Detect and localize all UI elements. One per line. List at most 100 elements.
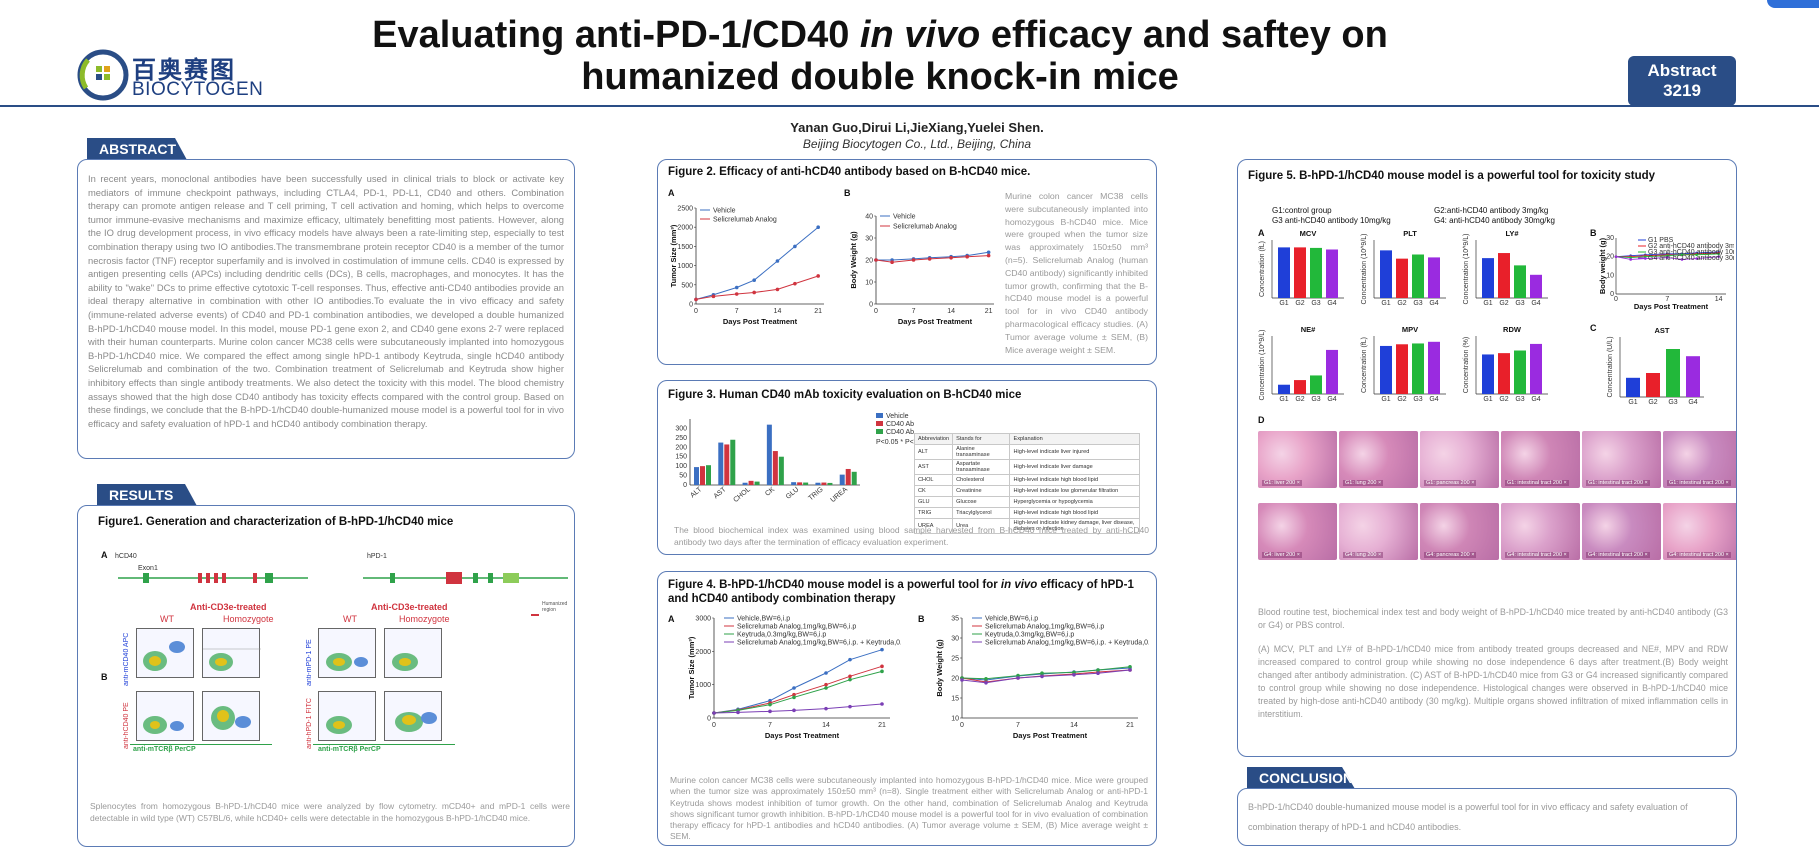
y-tick-label: 2500 xyxy=(677,206,693,213)
figure1-caption: Splenocytes from homozygous B-hPD-1/hCD4… xyxy=(90,801,570,823)
data-point xyxy=(880,669,884,674)
figure3-caption: The blood biochemical index was examined… xyxy=(674,525,1149,547)
bar xyxy=(748,480,754,485)
bar xyxy=(1514,265,1526,298)
category-label: G2 xyxy=(1295,300,1304,307)
bar xyxy=(791,482,797,485)
category-label: G2 xyxy=(1499,300,1508,307)
bar xyxy=(827,482,833,485)
data-point xyxy=(880,664,884,669)
histology-image: G1: intestinal tract 200 × xyxy=(1582,431,1661,488)
bar xyxy=(803,482,809,485)
category-label: G4 xyxy=(1429,300,1438,307)
legend-label: Vehicle,BW=6,i.p xyxy=(737,616,790,623)
category-label: G3 xyxy=(1311,300,1320,307)
category-label: G3 xyxy=(1413,396,1422,403)
table-cell: Urea xyxy=(952,518,1011,534)
series-line xyxy=(713,670,883,714)
data-point xyxy=(1128,668,1132,672)
table-row: CK Creatinine High-level indicate low glom… xyxy=(913,485,1140,497)
figure2-title: Figure 2. Efficacy of anti-hCD40 antibod… xyxy=(668,166,1031,178)
category-label: G1 xyxy=(1483,300,1492,307)
data-point xyxy=(1072,673,1076,677)
figure5-caption-2: (A) MCV, PLT and LY# of B-hPD-1/hCD40 mi… xyxy=(1258,644,1728,719)
fig3-biochem-chart: 0 50 100 150 200 250 300 ALT AST CHOL CK GLU TRIG URE… xyxy=(675,413,914,504)
histology-image: G1: liver 200 × xyxy=(1258,431,1337,488)
y-tick-label: 1500 xyxy=(677,244,693,251)
figure4-panel: Figure 4. B-hPD-1/hCD40 mouse model is a… xyxy=(657,571,1157,846)
figure5-caption-1: Blood routine test, biochemical index te… xyxy=(1258,607,1728,630)
y-tick-label: 100 xyxy=(675,463,687,470)
flow-x-arrow-left xyxy=(130,744,272,745)
data-point xyxy=(775,287,780,292)
data-point xyxy=(824,671,828,675)
histology-label: G4: intestinal tract 200 × xyxy=(1667,552,1731,558)
bar xyxy=(851,471,857,485)
x-tick-label: 0 xyxy=(712,722,716,729)
badge-label: Abstract xyxy=(1647,61,1717,80)
fig5-weight-chart: 0 10 20 30 0 7 14 Days Post Treatment Body weigh… xyxy=(1598,235,1734,311)
x-tick-label: 7 xyxy=(768,722,772,729)
y-tick-label: 500 xyxy=(681,282,693,289)
figure4-title: Figure 4. B-hPD-1/hCD40 mouse model is a… xyxy=(668,579,1134,605)
data-point xyxy=(816,225,820,229)
bar xyxy=(706,465,711,485)
title-italic: in vivo xyxy=(859,14,981,56)
bar-chart-title: NE# xyxy=(1301,325,1316,334)
section-tag-conclusions: CONCLUSIONS xyxy=(1247,767,1355,789)
exon-box xyxy=(446,572,462,584)
data-point xyxy=(1096,668,1100,672)
fig5-panel-b-label: B xyxy=(1590,228,1597,238)
exon-box xyxy=(473,573,478,583)
histology-label: G1: pancreas 200 × xyxy=(1424,480,1477,486)
legend-label: Selicrelumab Analog xyxy=(893,224,957,231)
y-tick-label: 25 xyxy=(951,656,959,663)
category-label: G4 xyxy=(1531,396,1540,403)
title-line-2: humanized double knock-in mice xyxy=(581,56,1179,98)
figure4-caption: Murine colon cancer MC38 cells were subc… xyxy=(670,775,1148,842)
table-cell: Creatinine xyxy=(952,485,1011,497)
bar xyxy=(724,444,730,485)
y-tick-label: 20 xyxy=(951,676,959,683)
fig4b-weight-chart: 10 15 20 25 30 35 0 7 14 21 Days Post Treatment Bod… xyxy=(935,616,1149,741)
category-label: G3 xyxy=(1413,300,1422,307)
y-tick-label: 20 xyxy=(1606,254,1614,261)
category-label: G1 xyxy=(1381,396,1390,403)
authors: Yanan Guo,Dirui Li,JieXiang,Yuelei Shen. xyxy=(790,120,1044,135)
bar xyxy=(1482,354,1494,394)
flow-y-right-bottom: anti-hPD-1 FITC xyxy=(306,698,313,749)
flow-plot xyxy=(318,691,376,741)
legend-label: CD40 Ab5 xyxy=(886,429,914,436)
legend-swatch xyxy=(876,429,883,434)
table-cell: Alanine transaminase xyxy=(952,444,1011,460)
data-point xyxy=(848,704,852,709)
data-point xyxy=(1040,671,1044,675)
y-tick-label: 35 xyxy=(951,616,959,623)
data-point xyxy=(1717,255,1720,258)
y-tick-label: 20 xyxy=(865,258,873,265)
table-cell: Triacylglycerol xyxy=(952,507,1011,519)
y-tick-label: 10 xyxy=(1606,272,1614,279)
bar xyxy=(694,467,699,485)
y-tick-label: 10 xyxy=(865,280,873,287)
category-label: G1 xyxy=(1279,396,1288,403)
x-axis-title: Days Post Treatment xyxy=(1634,302,1709,311)
humanized-legend-label: Humanized region xyxy=(542,601,568,613)
bar-chart-title: RDW xyxy=(1503,325,1522,334)
exon-box xyxy=(503,573,519,583)
bar xyxy=(1396,344,1408,394)
table-cell: GLU xyxy=(913,496,954,508)
bar xyxy=(1396,258,1408,298)
y-tick-label: 30 xyxy=(951,636,959,643)
fig5-panel-d-label: D xyxy=(1258,415,1265,425)
x-axis-title: Days Post Treatment xyxy=(898,317,973,326)
figure5-panel: Figure 5. B-hPD-1/hCD40 mouse model is a… xyxy=(1237,159,1737,757)
fig5-blood-bars: MCV Concentration (fL) G1 G2 G3 G4 PLT Concentr… xyxy=(1259,229,1548,403)
bar xyxy=(1498,253,1510,298)
flow-left-wt: WT xyxy=(160,614,174,624)
legend-label: Keytruda,0.3mg/kg,BW=6,i.p xyxy=(985,632,1074,639)
data-point xyxy=(848,657,852,662)
data-point xyxy=(960,678,964,682)
legend-label: Keytruda,0.3mg/kg,BW=6,i.p xyxy=(737,632,826,639)
y-tick-label: 40 xyxy=(865,214,873,221)
